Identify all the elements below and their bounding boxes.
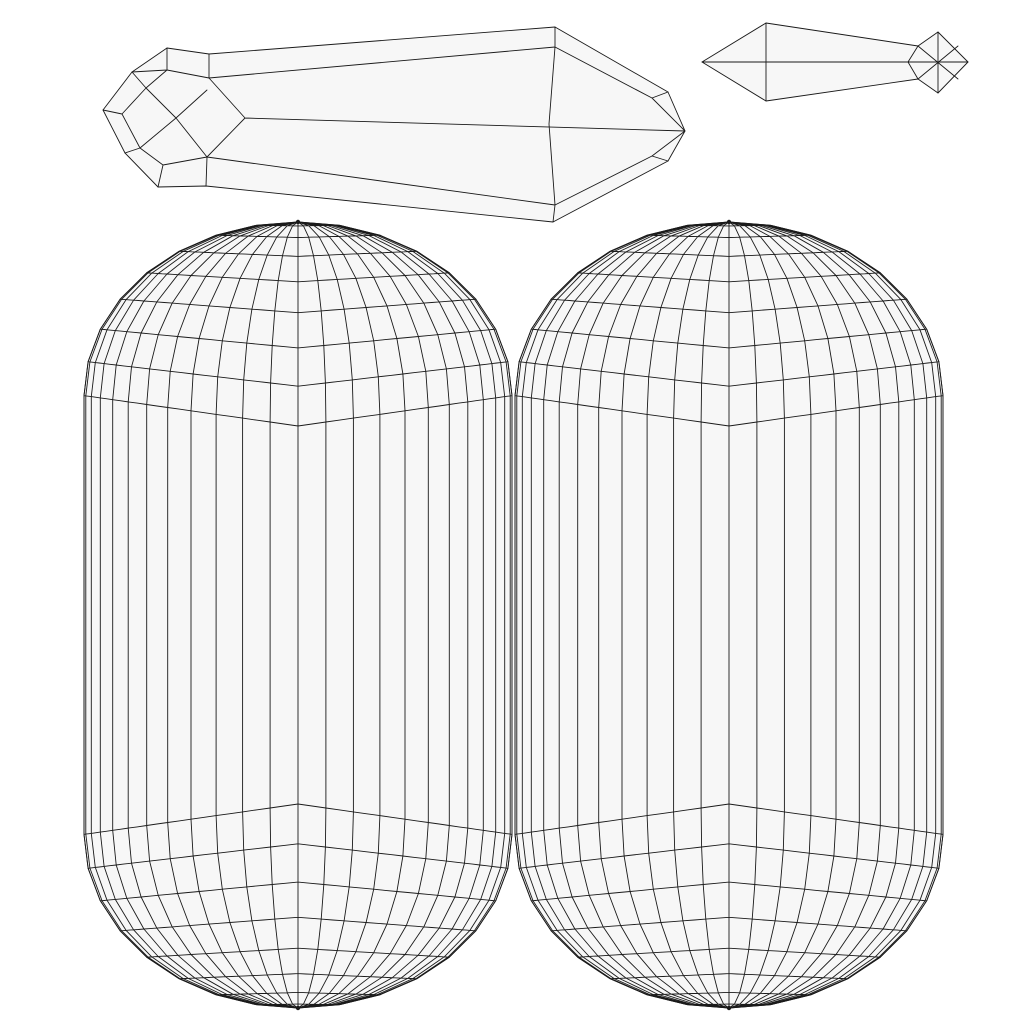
capsule-pole-top <box>726 219 732 225</box>
crystal-tip-island <box>701 22 969 102</box>
crystal-body-island <box>102 26 686 223</box>
capsule-pole-bottom <box>295 1005 301 1011</box>
capsule-island-left <box>83 219 513 1011</box>
capsule-pole-bottom <box>726 1005 732 1011</box>
crystal-body-face <box>103 27 685 222</box>
capsule-island-right <box>514 219 944 1011</box>
crystal-tip-facets <box>701 22 969 102</box>
capsule-pole-top <box>295 219 301 225</box>
crystal-body-facets <box>102 26 686 223</box>
